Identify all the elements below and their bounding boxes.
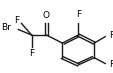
Text: O: O <box>43 11 49 20</box>
Text: F: F <box>75 10 80 19</box>
Text: F: F <box>14 16 19 25</box>
Text: Br: Br <box>2 22 11 32</box>
Text: F: F <box>29 49 34 58</box>
Text: F: F <box>108 31 113 40</box>
Text: F: F <box>108 60 113 69</box>
